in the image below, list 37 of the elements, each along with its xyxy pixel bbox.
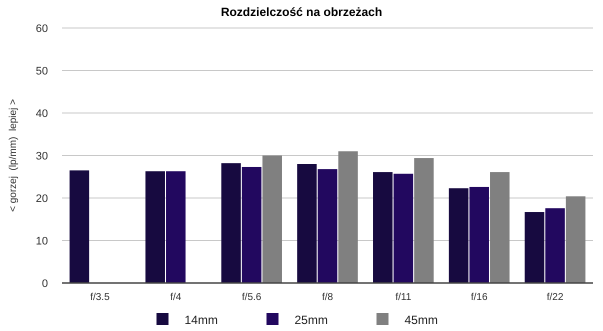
x-tick-label: f/22 xyxy=(546,292,564,303)
y-tick-label: 60 xyxy=(36,23,48,35)
bar xyxy=(524,212,544,283)
bar xyxy=(318,169,338,283)
bar xyxy=(373,172,393,283)
y-tick-label: 10 xyxy=(36,236,48,248)
bar xyxy=(70,170,90,283)
y-tick-label: 40 xyxy=(36,108,48,120)
y-axis-title: < gorzej (lp/mm) lepiej > xyxy=(8,98,19,212)
x-tick-label: f/4 xyxy=(170,292,182,303)
chart-title: Rozdzielczość na obrzeżach xyxy=(220,5,382,19)
bar xyxy=(566,196,586,283)
y-tick-label: 20 xyxy=(36,193,48,205)
bar xyxy=(262,156,282,283)
bar xyxy=(338,151,358,283)
bar xyxy=(242,166,262,283)
x-tick-label: f/8 xyxy=(322,292,334,303)
bar xyxy=(469,186,489,283)
x-tick-label: f/5.6 xyxy=(242,292,262,303)
x-tick-label: f/11 xyxy=(395,292,412,303)
bar xyxy=(394,174,414,283)
bar xyxy=(448,188,468,283)
bar xyxy=(145,171,165,283)
bar xyxy=(414,158,434,283)
legend-label: 25mm xyxy=(294,313,328,327)
y-tick-label: 50 xyxy=(36,66,48,78)
legend-label: 14mm xyxy=(184,313,218,327)
y-tick-label: 30 xyxy=(36,150,48,162)
bar xyxy=(545,208,565,283)
y-tick-label: 0 xyxy=(42,278,48,290)
legend-label: 45mm xyxy=(404,313,438,327)
bar xyxy=(297,164,317,283)
bar xyxy=(166,171,186,283)
bar xyxy=(490,172,510,283)
bar xyxy=(221,163,241,283)
x-tick-label: f/3.5 xyxy=(90,292,110,303)
x-tick-label: f/16 xyxy=(470,292,488,303)
